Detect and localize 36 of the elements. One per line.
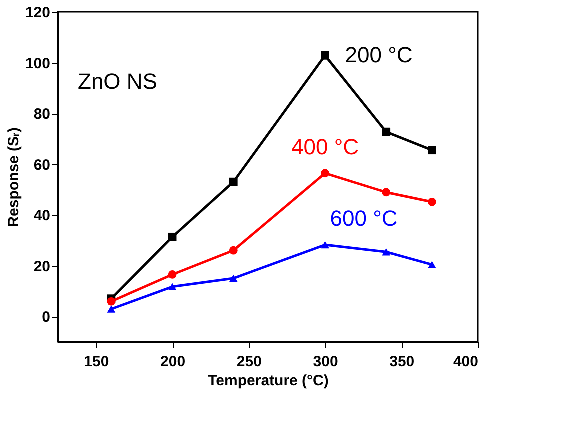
x-tick-label: 150 [84, 354, 110, 370]
y-tick-label: 40 [34, 208, 50, 225]
point [382, 128, 391, 136]
x-tick-label: 250 [236, 354, 262, 370]
series-label: 600 °C [330, 206, 398, 232]
point [168, 232, 177, 242]
point [382, 188, 391, 197]
point [321, 169, 330, 178]
series-label: 200 °C [345, 42, 413, 68]
point [229, 274, 238, 282]
x-tick-label: 400 [453, 354, 478, 370]
point [168, 270, 177, 279]
point [168, 283, 177, 291]
point [229, 178, 238, 186]
point [428, 198, 436, 206]
y-tick-label: 100 [25, 55, 50, 72]
y-tick-label: 20 [34, 258, 50, 276]
point [321, 51, 330, 60]
point [107, 306, 116, 313]
x-axis-title: Temperature (°C) [208, 372, 329, 390]
annotation: ZnO NS [78, 69, 158, 94]
y-tick-label: 120 [25, 4, 50, 22]
y-axis-title: Response (Sᵣ) [5, 128, 22, 228]
x-tick-label: 350 [390, 354, 415, 370]
point [229, 246, 238, 255]
y-tick-label: 80 [34, 106, 50, 124]
point [107, 297, 116, 306]
point [321, 241, 330, 249]
x-tick-label: 200 [160, 354, 186, 370]
y-tick-label: 0 [42, 309, 50, 326]
series-label: 400 °C [292, 134, 360, 160]
point [428, 146, 436, 155]
point [428, 261, 436, 268]
x-tick-label: 300 [313, 354, 338, 370]
point [382, 248, 391, 256]
y-tick-label: 60 [34, 156, 50, 174]
